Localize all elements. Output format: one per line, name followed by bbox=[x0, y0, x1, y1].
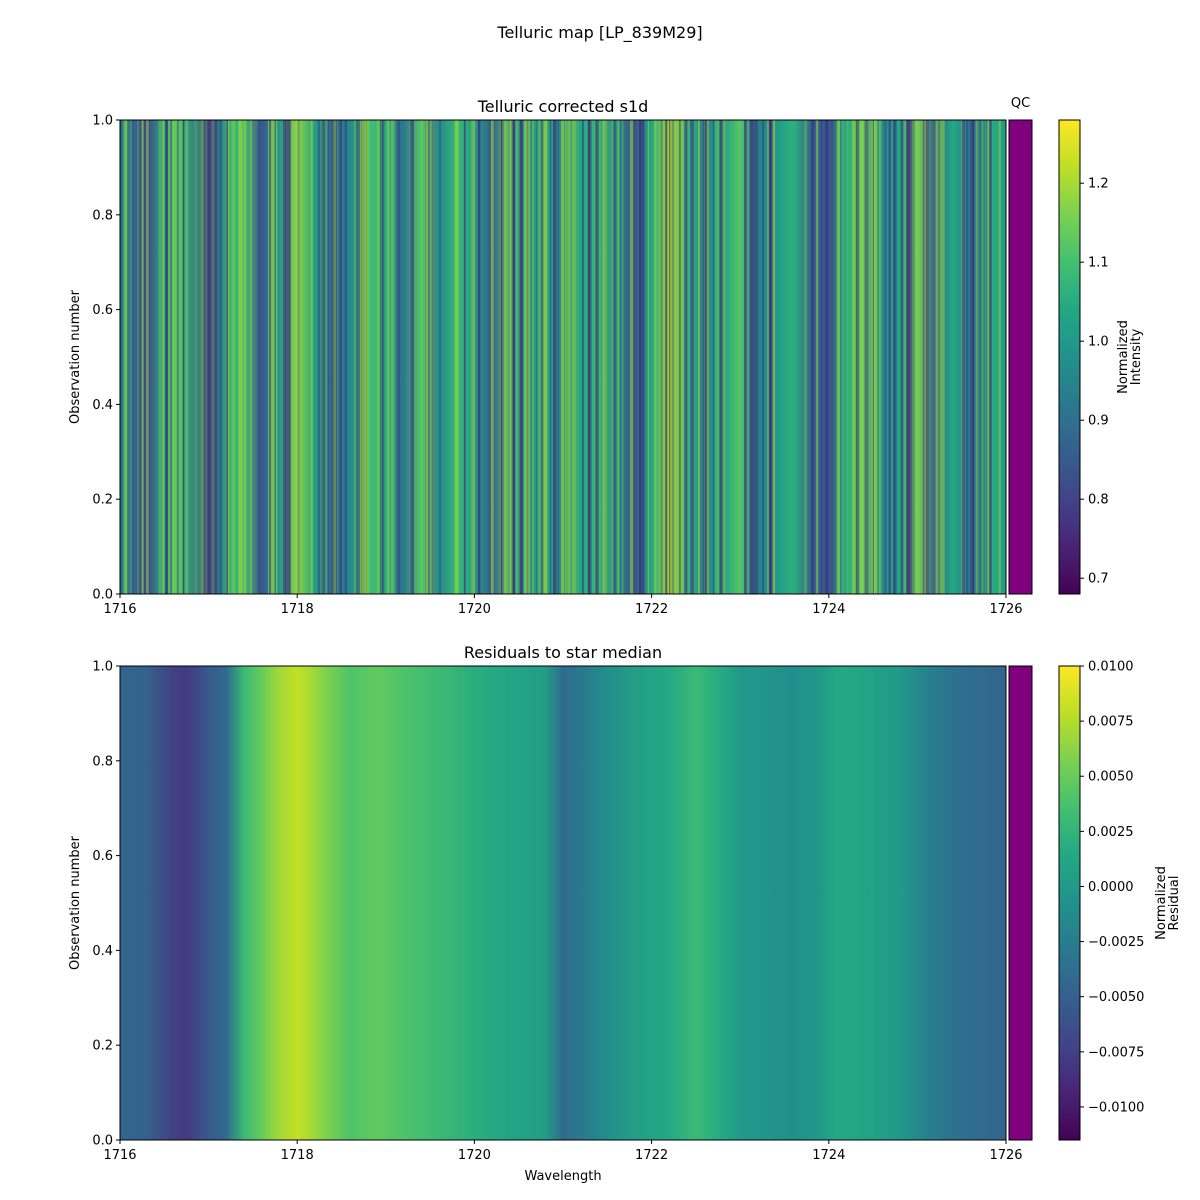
colorbar-tick-label: 0.8 bbox=[1088, 493, 1109, 508]
colorbar-tick-label: −0.0100 bbox=[1088, 1100, 1144, 1115]
colorbar bbox=[1058, 665, 1081, 1141]
y-axis-label: Observation number bbox=[68, 289, 83, 424]
x-tick-label: 1722 bbox=[635, 602, 668, 617]
y-tick-label: 0.8 bbox=[92, 208, 113, 223]
x-tick-label: 1726 bbox=[989, 1148, 1022, 1163]
heatmap-image bbox=[120, 666, 1006, 1140]
colorbar-tick-label: 1.0 bbox=[1088, 335, 1109, 350]
x-tick-label: 1726 bbox=[989, 602, 1022, 617]
colorbar bbox=[1058, 119, 1081, 595]
y-axis-label: Observation number bbox=[68, 835, 83, 970]
y-tick-label: 0.4 bbox=[92, 398, 113, 413]
colorbar-tick-label: −0.0075 bbox=[1088, 1045, 1144, 1060]
x-tick-label: 1718 bbox=[281, 602, 314, 617]
x-axis-label: Wavelength bbox=[524, 1169, 601, 1184]
colorbar-tick-label: 0.0025 bbox=[1088, 825, 1134, 840]
colorbar-tick-label: 0.0000 bbox=[1088, 880, 1134, 895]
qc-strip bbox=[1008, 665, 1033, 1141]
qc-label: QC bbox=[1011, 96, 1030, 111]
colorbar-tick-label: −0.0025 bbox=[1088, 935, 1144, 950]
colorbar-tick-label: −0.0050 bbox=[1088, 990, 1144, 1005]
x-tick-label: 1720 bbox=[458, 602, 491, 617]
colorbar-tick-label: 1.2 bbox=[1088, 177, 1109, 192]
x-tick-label: 1716 bbox=[103, 1148, 136, 1163]
y-tick-label: 0.2 bbox=[92, 1039, 113, 1054]
colorbar-tick-label: 0.0075 bbox=[1088, 715, 1134, 730]
y-tick-label: 0.0 bbox=[92, 1134, 113, 1149]
qc-strip bbox=[1008, 119, 1033, 595]
y-tick-label: 0.8 bbox=[92, 754, 113, 769]
y-tick-label: 0.4 bbox=[92, 944, 113, 959]
colorbar-tick-label: 1.1 bbox=[1088, 256, 1109, 271]
panel-title: Residuals to star median bbox=[464, 643, 662, 662]
colorbar-tick-label: 0.0050 bbox=[1088, 770, 1134, 785]
x-tick-label: 1724 bbox=[812, 602, 845, 617]
axes-frame bbox=[119, 665, 1007, 1141]
colorbar-tick-label: 0.7 bbox=[1088, 572, 1109, 587]
x-tick-label: 1722 bbox=[635, 1148, 668, 1163]
x-tick-label: 1720 bbox=[458, 1148, 491, 1163]
y-tick-label: 0.2 bbox=[92, 493, 113, 508]
colorbar-label: NormalizedIntensity bbox=[1116, 320, 1144, 394]
y-tick-label: 1.0 bbox=[92, 660, 113, 675]
y-tick-label: 1.0 bbox=[92, 114, 113, 129]
colorbar-tick-label: 0.0100 bbox=[1088, 660, 1134, 675]
x-tick-label: 1724 bbox=[812, 1148, 845, 1163]
y-tick-label: 0.6 bbox=[92, 303, 113, 318]
axes-frame bbox=[119, 119, 1007, 595]
colorbar-label: NormalizedResidual bbox=[1154, 866, 1182, 940]
panel-telluric-corrected: Telluric corrected s1d 1716 1718 1720 1722 17… bbox=[68, 96, 1144, 617]
y-tick-label: 0.6 bbox=[92, 849, 113, 864]
panel-title: Telluric corrected s1d bbox=[477, 97, 649, 116]
panel-residuals: Residuals to star median 1716 1718 1720 1722… bbox=[68, 643, 1182, 1184]
colorbar-tick-label: 0.9 bbox=[1088, 414, 1109, 429]
spectral-line-stripes bbox=[120, 120, 1001, 594]
figure-title: Telluric map [LP_839M29] bbox=[496, 23, 702, 43]
x-tick-label: 1718 bbox=[281, 1148, 314, 1163]
y-tick-label: 0.0 bbox=[92, 588, 113, 603]
x-tick-label: 1716 bbox=[103, 602, 136, 617]
